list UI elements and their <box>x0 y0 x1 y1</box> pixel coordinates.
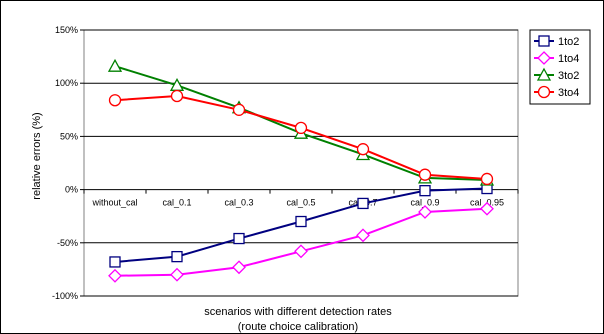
data-point <box>170 89 184 103</box>
legend: 1to2 1to4 3to2 3to4 <box>529 29 591 105</box>
data-point <box>294 244 308 259</box>
data-point <box>294 121 308 135</box>
x-axis-subtitle: (route choice calibration) <box>238 321 358 333</box>
x-tick-label: cal_0.9 <box>410 198 439 208</box>
data-point <box>480 201 494 216</box>
legend-marker-3to2 <box>536 67 552 81</box>
data-point <box>356 143 370 156</box>
y-tick-label: -100% <box>52 291 78 301</box>
y-axis-title: relative errors (%) <box>31 112 43 199</box>
data-point <box>108 268 122 283</box>
legend-marker-1to2 <box>538 35 550 47</box>
x-axis-title: scenarios with different detection rates <box>204 306 392 318</box>
y-tick-label: -50% <box>57 238 78 248</box>
legend-label-1to4: 1to4 <box>558 53 579 65</box>
data-point <box>357 197 369 210</box>
gridlines <box>83 29 519 297</box>
data-point <box>295 215 307 228</box>
data-point <box>356 228 370 243</box>
data-point <box>418 168 432 181</box>
y-tick-label: 0% <box>65 185 78 195</box>
legend-label-1to2: 1to2 <box>558 36 579 48</box>
data-point <box>233 232 245 245</box>
data-point <box>419 185 431 197</box>
y-tick-label: 50% <box>60 131 78 141</box>
x-tick-label: cal_0.1 <box>162 198 191 208</box>
x-tick-label: cal_0.5 <box>286 198 315 208</box>
legend-marker-3to4 <box>537 85 551 99</box>
series-group <box>107 58 495 283</box>
data-point <box>171 250 183 263</box>
data-point <box>109 256 121 268</box>
data-point <box>480 172 494 186</box>
data-point <box>232 260 246 275</box>
legend-label-3to2: 3to2 <box>558 70 579 82</box>
data-point <box>232 103 246 116</box>
legend-label-3to4: 3to4 <box>558 87 579 99</box>
series-3to4 <box>108 89 494 186</box>
y-tick-label: 150% <box>55 25 78 35</box>
data-point <box>107 58 123 72</box>
data-point <box>108 94 122 107</box>
series-1to4 <box>108 201 494 283</box>
x-tick-label: without_cal <box>91 198 137 208</box>
data-point <box>170 267 184 282</box>
x-tick-label: cal_0.3 <box>224 198 253 208</box>
y-tick-label: 100% <box>55 78 78 88</box>
data-point <box>418 205 432 219</box>
legend-marker-1to4 <box>537 51 551 65</box>
axes: -100% -50% 0% 50% 100% 150% without_cal cal_0.1… <box>52 25 519 301</box>
